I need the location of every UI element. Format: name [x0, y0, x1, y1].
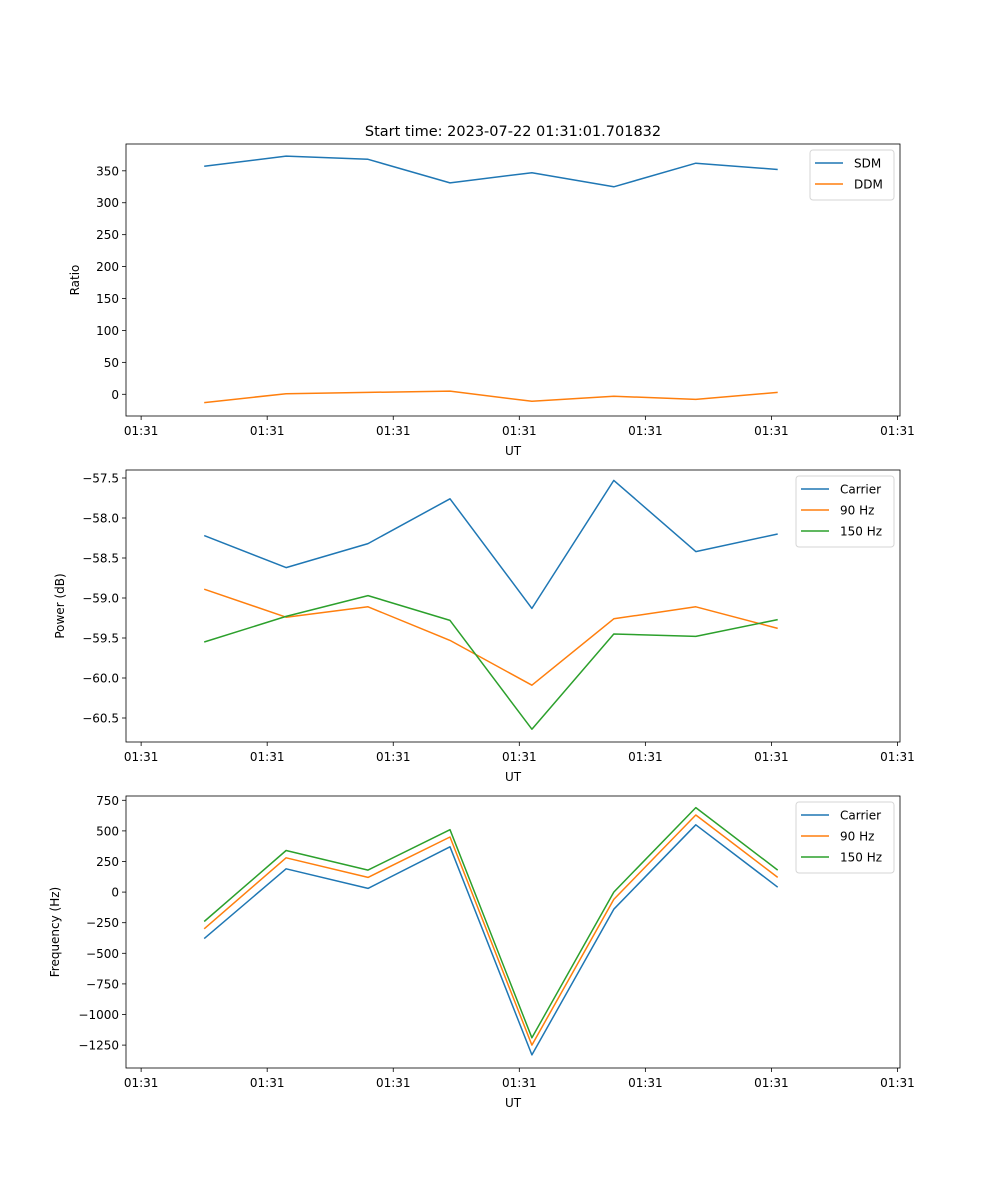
x-tick-label: 01:31: [628, 750, 663, 764]
axes-frame: [125, 143, 901, 417]
y-tick-label: 300: [96, 196, 119, 210]
y-tick-label: 750: [96, 794, 119, 808]
y-tick-label: −59.5: [82, 632, 119, 646]
legend-label: 150 Hz: [840, 851, 882, 865]
x-tick-label: 01:31: [502, 750, 537, 764]
x-tick-label: 01:31: [124, 424, 159, 438]
subplot-1: 01:3101:3101:3101:3101:3101:3101:3101:32…: [68, 143, 915, 458]
legend-label: 150 Hz: [840, 525, 882, 539]
series-line-sdm: [204, 155, 778, 188]
y-tick-label: −250: [86, 916, 119, 930]
y-tick-label: 200: [96, 260, 119, 274]
y-tick-label: 250: [96, 228, 119, 242]
y-tick-label: −58.5: [82, 552, 119, 566]
y-tick-label: 0: [111, 886, 119, 900]
y-tick-label: −60.5: [82, 712, 119, 726]
legend-frame: [795, 801, 895, 874]
legend-label: SDM: [854, 157, 881, 171]
x-tick-label: 01:31: [880, 750, 915, 764]
axes-frame: [125, 469, 901, 743]
y-tick-label: 0: [111, 388, 119, 402]
axes-frame: [125, 795, 901, 1069]
y-tick-label: −1250: [78, 1039, 119, 1053]
y-axis-label: Power (dB): [53, 573, 67, 638]
y-tick-label: −59.0: [82, 592, 119, 606]
x-axis-label: UT: [505, 1096, 522, 1110]
legend: Carrier 90 Hz 150 Hz: [795, 475, 895, 548]
x-tick-label: 01:31: [880, 1076, 915, 1090]
y-tick-label: −57.5: [82, 472, 119, 486]
series-line-150-hz: [203, 594, 778, 730]
x-tick-label: 01:31: [880, 424, 915, 438]
legend-label: Carrier: [840, 483, 881, 497]
y-axis-label: Ratio: [68, 265, 82, 296]
x-tick-label: 01:31: [502, 1076, 537, 1090]
x-tick-label: 01:31: [124, 750, 159, 764]
y-axis-label: Frequency (Hz): [48, 887, 62, 978]
y-tick-label: −750: [86, 977, 119, 991]
series-line-150-hz: [203, 806, 779, 1039]
y-tick-label: 250: [96, 855, 119, 869]
y-tick-label: −500: [86, 947, 119, 961]
x-tick-label: 01:31: [376, 750, 411, 764]
x-tick-label: 01:31: [502, 424, 537, 438]
legend-label: 90 Hz: [840, 830, 874, 844]
subplot-2: 01:3101:3101:3101:3101:3101:3101:3101:32…: [53, 469, 915, 784]
subplots: 01:3101:3101:3101:3101:3101:3101:3101:32…: [48, 143, 915, 1110]
series-line-90-hz: [203, 814, 779, 1046]
y-tick-label: 50: [104, 356, 119, 370]
legend-frame: [795, 475, 895, 548]
x-tick-label: 01:31: [250, 424, 285, 438]
x-tick-label: 01:31: [628, 424, 663, 438]
subplot-3: 01:3101:3101:3101:3101:3101:3101:3101:32…: [48, 794, 915, 1110]
legend-label: Carrier: [840, 809, 881, 823]
y-tick-label: 100: [96, 324, 119, 338]
figure-title: Start time: 2023-07-22 01:31:01.701832: [365, 124, 661, 140]
x-axis-label: UT: [505, 444, 522, 458]
legend: SDM DDM: [809, 149, 895, 201]
legend-label: 90 Hz: [840, 504, 874, 518]
x-tick-label: 01:31: [124, 1076, 159, 1090]
legend-label: DDM: [854, 178, 883, 192]
x-tick-label: 01:31: [250, 750, 285, 764]
legend-frame: [809, 149, 895, 201]
y-tick-label: 500: [96, 824, 119, 838]
legend: Carrier 90 Hz 150 Hz: [795, 801, 895, 874]
y-tick-label: −1000: [78, 1008, 119, 1022]
x-tick-label: 01:31: [376, 424, 411, 438]
x-tick-label: 01:31: [250, 1076, 285, 1090]
series-line-carrier: [203, 824, 779, 1056]
series-line-carrier: [203, 479, 778, 610]
x-tick-label: 01:31: [754, 424, 789, 438]
x-tick-label: 01:31: [754, 750, 789, 764]
series-line-ddm: [204, 390, 778, 404]
y-tick-label: 350: [96, 164, 119, 178]
y-tick-label: −58.0: [82, 512, 119, 526]
x-tick-label: 01:31: [628, 1076, 663, 1090]
y-tick-label: 150: [96, 292, 119, 306]
x-tick-label: 01:31: [376, 1076, 411, 1090]
x-axis-label: UT: [505, 770, 522, 784]
x-tick-label: 01:31: [754, 1076, 789, 1090]
y-tick-label: −60.0: [82, 672, 119, 686]
series-line-90-hz: [203, 588, 778, 686]
